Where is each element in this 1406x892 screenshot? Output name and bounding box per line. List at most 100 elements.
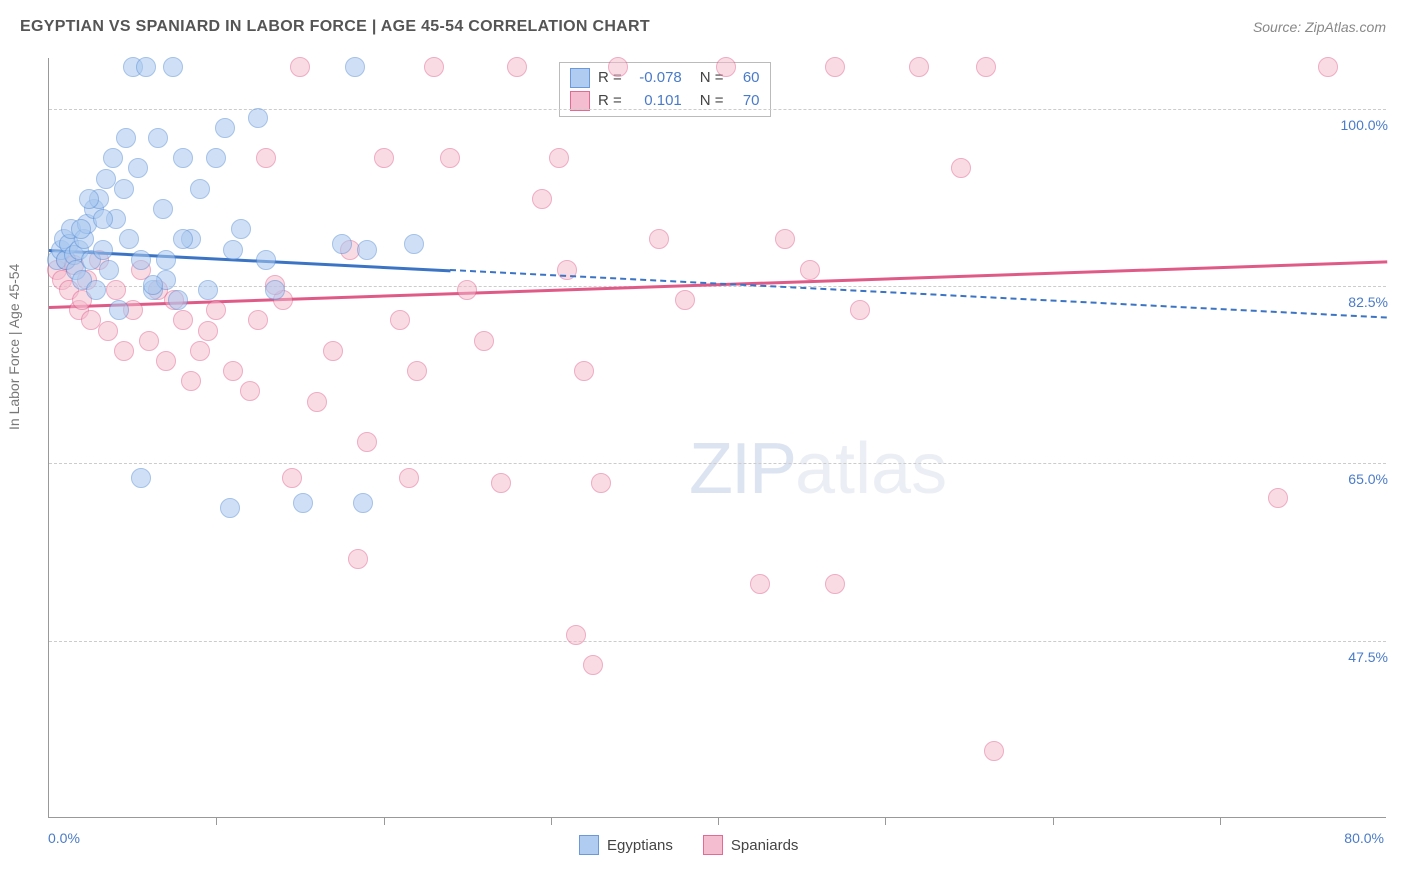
y-tick-label: 100.0% <box>1341 117 1388 133</box>
data-point-spaniards <box>951 158 971 178</box>
data-point-spaniards <box>290 57 310 77</box>
data-point-spaniards <box>114 341 134 361</box>
data-point-egyptians <box>215 118 235 138</box>
chart-source: Source: ZipAtlas.com <box>1253 19 1386 35</box>
data-point-spaniards <box>649 229 669 249</box>
data-point-egyptians <box>190 179 210 199</box>
x-tick <box>216 817 217 825</box>
legend-label-egyptians: Egyptians <box>607 837 673 854</box>
y-tick-label: 65.0% <box>1348 471 1388 487</box>
data-point-spaniards <box>976 57 996 77</box>
y-tick-label: 47.5% <box>1348 649 1388 665</box>
data-point-egyptians <box>109 300 129 320</box>
legend-item-spaniards: Spaniards <box>703 835 799 855</box>
data-point-spaniards <box>139 331 159 351</box>
x-tick <box>384 817 385 825</box>
x-tick <box>1220 817 1221 825</box>
watermark: ZIPatlas <box>689 428 947 510</box>
data-point-spaniards <box>390 310 410 330</box>
data-point-spaniards <box>850 300 870 320</box>
x-tick <box>718 817 719 825</box>
data-point-spaniards <box>206 300 226 320</box>
data-point-spaniards <box>507 57 527 77</box>
data-point-egyptians <box>153 199 173 219</box>
data-point-egyptians <box>265 280 285 300</box>
data-point-spaniards <box>984 741 1004 761</box>
y-axis-label: In Labor Force | Age 45-54 <box>6 264 22 430</box>
data-point-spaniards <box>323 341 343 361</box>
data-point-spaniards <box>800 260 820 280</box>
data-point-egyptians <box>163 57 183 77</box>
data-point-spaniards <box>825 574 845 594</box>
data-point-egyptians <box>220 498 240 518</box>
x-tick <box>1053 817 1054 825</box>
watermark-zip: ZIP <box>689 429 795 509</box>
trend-line-spaniards <box>49 261 1387 310</box>
data-point-spaniards <box>98 321 118 341</box>
data-point-spaniards <box>240 381 260 401</box>
data-point-egyptians <box>114 179 134 199</box>
x-tick <box>885 817 886 825</box>
data-point-egyptians <box>256 250 276 270</box>
data-point-spaniards <box>457 280 477 300</box>
data-point-egyptians <box>198 280 218 300</box>
swatch-egyptians <box>570 68 590 88</box>
data-point-spaniards <box>223 361 243 381</box>
data-point-egyptians <box>79 189 99 209</box>
data-point-egyptians <box>173 148 193 168</box>
data-point-spaniards <box>909 57 929 77</box>
data-point-spaniards <box>549 148 569 168</box>
data-point-spaniards <box>716 57 736 77</box>
swatch-egyptians <box>579 835 599 855</box>
data-point-spaniards <box>491 473 511 493</box>
data-point-egyptians <box>143 275 163 295</box>
data-point-spaniards <box>256 148 276 168</box>
data-point-egyptians <box>223 240 243 260</box>
gridline <box>49 109 1386 110</box>
swatch-spaniards <box>703 835 723 855</box>
data-point-egyptians <box>357 240 377 260</box>
data-point-egyptians <box>93 209 113 229</box>
chart-container: EGYPTIAN VS SPANIARD IN LABOR FORCE | AG… <box>0 0 1406 892</box>
data-point-spaniards <box>156 351 176 371</box>
data-point-egyptians <box>404 234 424 254</box>
data-point-egyptians <box>168 290 188 310</box>
data-point-egyptians <box>345 57 365 77</box>
data-point-egyptians <box>128 158 148 178</box>
data-point-spaniards <box>374 148 394 168</box>
data-point-spaniards <box>440 148 460 168</box>
data-point-egyptians <box>71 219 91 239</box>
r-value-egyptians: -0.078 <box>630 67 682 90</box>
data-point-spaniards <box>825 57 845 77</box>
data-point-egyptians <box>353 493 373 513</box>
data-point-spaniards <box>532 189 552 209</box>
data-point-spaniards <box>1268 488 1288 508</box>
data-point-egyptians <box>131 250 151 270</box>
data-point-egyptians <box>86 280 106 300</box>
gridline <box>49 463 1386 464</box>
data-point-egyptians <box>293 493 313 513</box>
data-point-egyptians <box>148 128 168 148</box>
chart-title: EGYPTIAN VS SPANIARD IN LABOR FORCE | AG… <box>20 18 650 36</box>
data-point-spaniards <box>474 331 494 351</box>
data-point-egyptians <box>116 128 136 148</box>
data-point-spaniards <box>775 229 795 249</box>
data-point-spaniards <box>399 468 419 488</box>
data-point-spaniards <box>583 655 603 675</box>
data-point-egyptians <box>248 108 268 128</box>
chart-header: EGYPTIAN VS SPANIARD IN LABOR FORCE | AG… <box>20 18 1386 36</box>
data-point-spaniards <box>248 310 268 330</box>
x-axis-max: 80.0% <box>1344 830 1384 846</box>
data-point-egyptians <box>103 148 123 168</box>
legend-item-egyptians: Egyptians <box>579 835 673 855</box>
data-point-egyptians <box>231 219 251 239</box>
y-tick-label: 82.5% <box>1348 294 1388 310</box>
watermark-atlas: atlas <box>795 429 947 509</box>
data-point-egyptians <box>332 234 352 254</box>
data-point-spaniards <box>1318 57 1338 77</box>
data-point-spaniards <box>574 361 594 381</box>
gridline <box>49 641 1386 642</box>
data-point-egyptians <box>156 250 176 270</box>
data-point-egyptians <box>131 468 151 488</box>
x-tick <box>551 817 552 825</box>
